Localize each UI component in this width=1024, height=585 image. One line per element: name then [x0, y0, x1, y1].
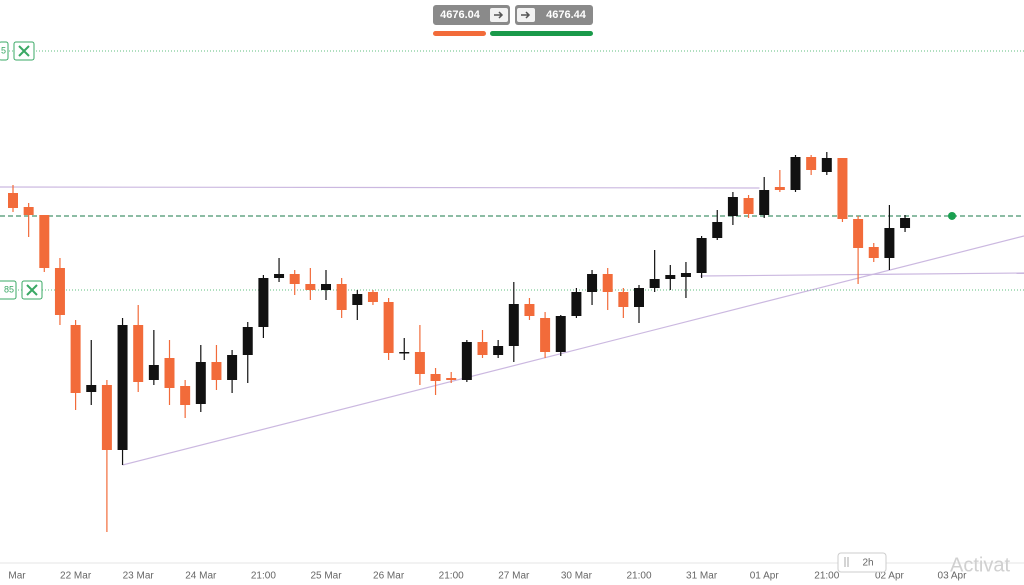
candle-body — [665, 275, 676, 279]
x-tick-label: 30 Mar — [561, 571, 593, 582]
candle-body — [884, 228, 895, 258]
order-label: 5 — [1, 45, 6, 55]
candle-body — [618, 292, 629, 307]
timeframe-label: 2h — [862, 558, 873, 569]
candle-body — [305, 284, 316, 290]
candle-body — [727, 197, 738, 216]
candle-body — [774, 187, 785, 190]
price-buttons: 4676.04 4676.44 — [433, 5, 593, 36]
candle-body — [383, 302, 394, 353]
x-tick-label: 31 Mar — [686, 571, 718, 582]
candle-body — [195, 362, 206, 404]
x-tick-label: 21:00 — [251, 571, 276, 582]
trendline — [0, 186, 760, 189]
x-tick-label: 23 Mar — [123, 571, 155, 582]
candle-body — [571, 292, 582, 316]
candle-body — [680, 273, 691, 277]
x-tick-label: 21:00 — [814, 571, 839, 582]
candle-body — [602, 274, 613, 292]
x-tick-label: 27 Mar — [498, 571, 530, 582]
candle-body — [649, 279, 660, 288]
candle-body — [242, 327, 253, 355]
candle-body — [868, 247, 879, 258]
arrow-icon — [494, 11, 504, 19]
candle-body — [367, 292, 378, 302]
candle-body — [336, 284, 347, 310]
close-icon — [26, 284, 38, 296]
ask-price: 4676.44 — [546, 9, 587, 21]
x-tick-label: 01 Apr — [750, 571, 780, 582]
watermark: Activat — [950, 554, 1010, 576]
candle-body — [540, 318, 551, 352]
price-dot — [948, 211, 956, 220]
timeframe-button[interactable] — [837, 552, 887, 573]
x-tick-label: 25 Mar — [310, 571, 342, 582]
candle-body — [321, 284, 331, 290]
candle-body — [8, 193, 18, 208]
candle-body — [274, 274, 285, 278]
x-tick-label: 03 Apr — [938, 571, 968, 582]
arrow-icon — [521, 11, 531, 19]
order-label-box — [0, 280, 17, 300]
candle-body — [39, 215, 50, 268]
candle-body — [461, 342, 472, 380]
candle-body — [258, 278, 269, 327]
candle-body — [853, 219, 864, 248]
candle-body — [837, 158, 848, 219]
candle-body — [712, 222, 723, 238]
candle-body — [555, 316, 566, 352]
candle-body — [227, 355, 238, 380]
candle-body — [352, 294, 363, 305]
candle-body — [101, 385, 112, 450]
candle-body — [790, 157, 801, 190]
candle-body — [477, 342, 488, 355]
x-tick-label: 22 Mar — [60, 571, 92, 582]
candle-body — [900, 218, 911, 228]
candle-body — [211, 362, 222, 380]
bid-price: 4676.04 — [440, 9, 481, 21]
x-tick-label: 24 Mar — [185, 571, 217, 582]
candle-body — [508, 304, 519, 346]
candle-body — [54, 268, 65, 315]
candle-body — [164, 358, 175, 388]
x-tick-label: Mar — [8, 571, 26, 582]
candle-body — [399, 352, 410, 354]
candle-body — [23, 207, 34, 215]
candle-body — [430, 374, 441, 381]
handle-icon — [844, 557, 849, 567]
candle-body — [696, 238, 707, 273]
close-icon — [18, 45, 30, 57]
candle-body — [524, 304, 535, 316]
candle-body — [133, 325, 144, 382]
candle-body — [759, 190, 770, 215]
candle-body — [634, 288, 644, 307]
bid-bar — [433, 31, 486, 36]
x-tick-label: 21:00 — [439, 571, 464, 582]
ask-bar — [490, 31, 593, 36]
candle-body — [414, 352, 425, 374]
candle-body — [86, 385, 97, 392]
candle-body — [743, 198, 754, 214]
plot-layer: 5 85 Mar 22 Mar 23 Mar 24 Mar 21:00 25 Mar 26 Ma… — [0, 41, 1024, 582]
candle-body — [493, 346, 504, 355]
timeframe-box[interactable]: 2h — [837, 552, 887, 573]
candle-body — [806, 157, 817, 170]
x-tick-label: 21:00 — [626, 571, 651, 582]
order-label: 85 — [4, 284, 14, 294]
candle-body — [587, 274, 598, 292]
candle-body — [117, 325, 128, 450]
candle-body — [289, 274, 300, 284]
trendline — [700, 272, 1024, 277]
order-label-box — [0, 41, 9, 61]
candle-body — [70, 325, 81, 393]
candle-body — [180, 386, 191, 405]
candle-body — [446, 378, 457, 380]
x-tick-label: 02 Apr — [875, 571, 905, 582]
x-tick-label: 26 Mar — [373, 571, 405, 582]
candle-body — [821, 158, 832, 172]
candle-body — [148, 365, 159, 380]
